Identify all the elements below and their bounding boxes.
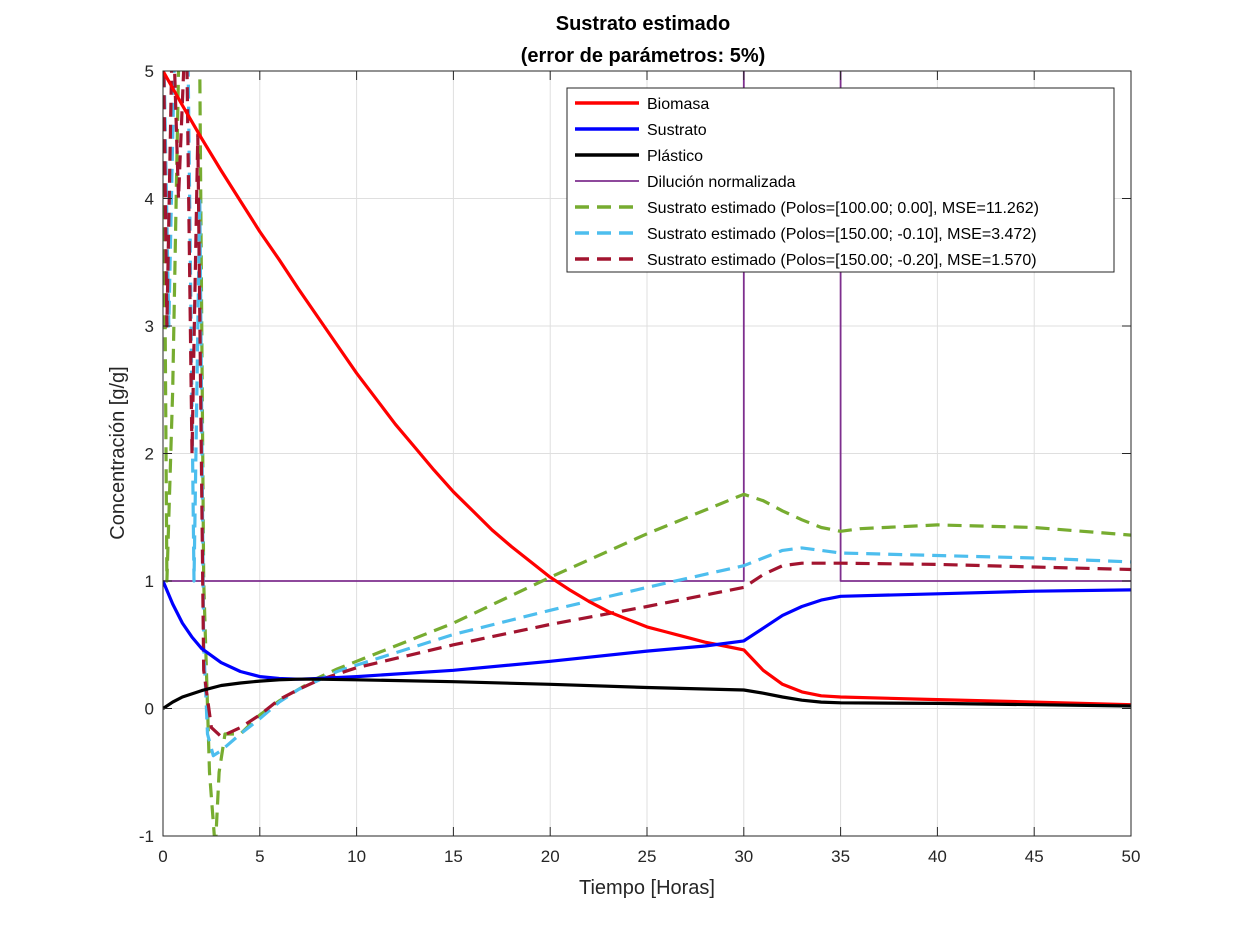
x-tick-label: 45: [1025, 847, 1044, 866]
y-tick-label: 3: [145, 317, 154, 336]
x-tick-label: 15: [444, 847, 463, 866]
y-tick-label: -1: [139, 827, 154, 846]
legend-label: Sustrato: [647, 122, 707, 139]
x-tick-label: 40: [928, 847, 947, 866]
legend-label: Sustrato estimado (Polos=[150.00; -0.10]…: [647, 226, 1037, 243]
x-tick-label: 50: [1122, 847, 1141, 866]
chart-title: Sustrato estimado: [556, 13, 730, 35]
y-tick-label: 2: [145, 445, 154, 464]
y-tick-label: 1: [145, 572, 154, 591]
legend: Biomasa Sustrato Plástico Dilución normaliz…: [566, 87, 1115, 273]
chart-subtitle: (error de parámetros: 5%): [521, 45, 766, 67]
y-tick-label: 4: [145, 190, 154, 209]
legend-label: Dilución normalizada: [647, 174, 796, 191]
x-tick-label: 25: [638, 847, 657, 866]
series-layer: [163, 71, 1131, 836]
series-line-3: [163, 71, 1131, 582]
x-tick-label: 35: [831, 847, 850, 866]
x-tick-label: 10: [347, 847, 366, 866]
x-axis-ticks: 0 5 10 15 20 25 30 35 40 45 50: [158, 71, 1140, 866]
series-line-5: [163, 71, 1131, 758]
legend-label: Sustrato estimado (Polos=[150.00; -0.20]…: [647, 252, 1037, 269]
x-tick-label: 0: [158, 847, 167, 866]
series-line-1: [163, 580, 1131, 681]
legend-label: Biomasa: [647, 96, 709, 113]
y-tick-label: 0: [145, 700, 154, 719]
y-axis-ticks: -1 0 1 2 3 4 5: [139, 62, 1131, 846]
legend-label: Sustrato estimado (Polos=[100.00; 0.00],…: [647, 200, 1039, 217]
series-line-6: [163, 71, 1131, 739]
x-tick-label: 5: [255, 847, 264, 866]
series-line-2: [163, 677, 1131, 710]
y-tick-label: 5: [145, 62, 154, 81]
x-axis-label: Tiempo [Horas]: [579, 877, 715, 899]
legend-label: Plástico: [647, 148, 703, 165]
series-line-4: [163, 71, 1131, 836]
y-axis-label: Concentración [g/g]: [107, 366, 129, 539]
x-tick-label: 30: [734, 847, 753, 866]
series-line-0: [163, 71, 1131, 707]
x-tick-label: 20: [541, 847, 560, 866]
legend-box: [566, 87, 1115, 273]
